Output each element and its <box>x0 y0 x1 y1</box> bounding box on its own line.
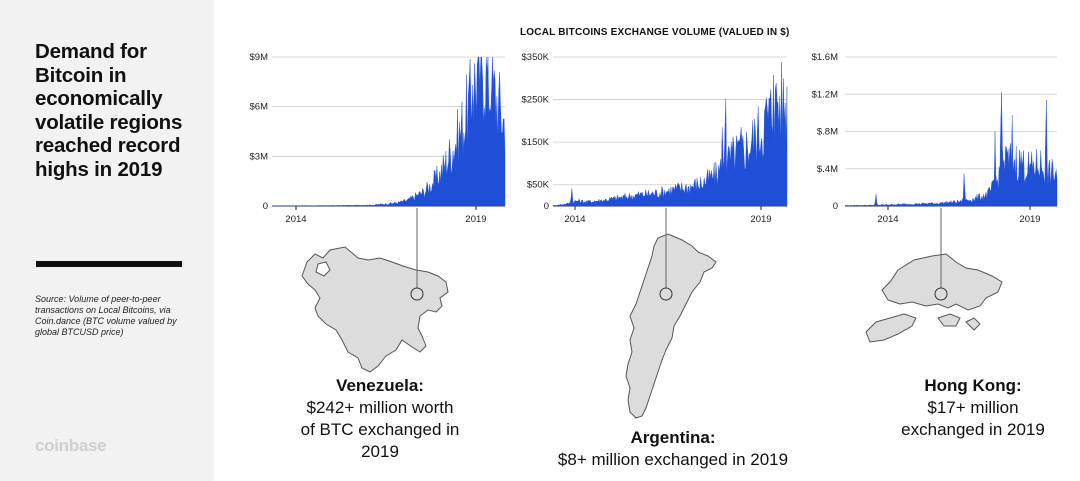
volume-area <box>271 56 506 207</box>
headline: Demand for Bitcoin in economically volat… <box>35 40 183 181</box>
x-tick-label: 2019 <box>465 214 486 225</box>
y-tick-label: $.4M <box>817 164 838 175</box>
country-name: Hong Kong: <box>924 376 1021 395</box>
left-panel: Demand for Bitcoin in economically volat… <box>0 0 214 481</box>
argentina-map <box>625 233 717 419</box>
hong-kong-island <box>937 313 961 327</box>
y-tick-label: $50K <box>527 180 550 191</box>
caption-line: $242+ million worth <box>307 398 454 417</box>
venezuela-map <box>301 246 449 373</box>
argentina-marker <box>659 287 673 301</box>
x-tick-label: 2014 <box>564 214 585 225</box>
y-tick-label: $.8M <box>817 127 838 138</box>
caption-line: $17+ million <box>927 398 1018 417</box>
country-name: Argentina: <box>631 428 716 447</box>
source-note: Source: Volume of peer-to-peer transacti… <box>35 294 177 337</box>
hong-kong-lantau <box>865 313 917 343</box>
venezuela-marker <box>410 287 424 301</box>
y-tick-label: 0 <box>833 201 838 212</box>
argentina-chart: 0 $50K $150K $250K $350K 2014 2019 <box>522 52 788 225</box>
divider-bar <box>36 261 182 267</box>
x-tick-label: 2014 <box>877 214 898 225</box>
venezuela-caption: Venezuela: $242+ million worth of BTC exch… <box>301 376 460 461</box>
caption-line: of BTC exchanged in <box>301 420 460 439</box>
y-tick-label: $350K <box>522 52 550 63</box>
volume-area <box>552 62 788 207</box>
hong-kong-chart: 0 $.4M $.8M $1.2M $1.6M 2014 2019 <box>812 52 1058 225</box>
coinbase-logo: coinbase <box>35 436 107 455</box>
y-tick-label: 0 <box>263 201 268 212</box>
caption-line: 2019 <box>361 442 399 461</box>
y-tick-label: $3M <box>250 151 269 162</box>
hong-kong-islet <box>965 317 981 331</box>
y-tick-label: $6M <box>250 102 269 113</box>
x-tick-label: 2014 <box>285 214 306 225</box>
hong-kong-map <box>881 253 1003 311</box>
venezuela-chart: 0 $3M $6M $9M 2014 2019 <box>250 52 506 225</box>
y-tick-label: $250K <box>522 95 550 106</box>
y-tick-label: 0 <box>544 201 549 212</box>
chart-title: LOCAL BITCOINS EXCHANGE VOLUME (VALUED I… <box>520 27 790 38</box>
caption-line: exchanged in 2019 <box>901 420 1045 439</box>
venezuela-lake <box>315 261 331 277</box>
caption-line: $8+ million exchanged in 2019 <box>558 450 788 469</box>
volume-area <box>844 92 1058 207</box>
x-tick-label: 2019 <box>750 214 771 225</box>
x-tick-label: 2019 <box>1019 214 1040 225</box>
y-tick-label: $1.2M <box>812 89 838 100</box>
y-tick-label: $9M <box>250 52 269 63</box>
country-name: Venezuela: <box>336 376 424 395</box>
hong-kong-caption: Hong Kong: $17+ million exchanged in 2019 <box>901 376 1045 439</box>
hong-kong-marker <box>934 287 948 301</box>
argentina-caption: Argentina: $8+ million exchanged in 2019 <box>558 428 788 469</box>
y-tick-label: $150K <box>522 137 550 148</box>
y-tick-label: $1.6M <box>812 52 838 63</box>
